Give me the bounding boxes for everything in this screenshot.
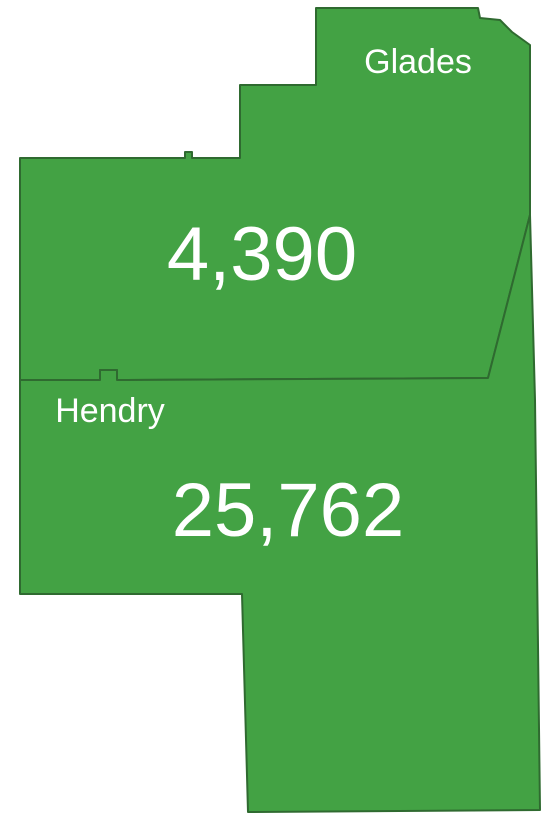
county-hendry [19,214,541,813]
county-name: Hendry [55,392,165,430]
county-value: 25,762 [172,468,404,553]
county-name: Glades [364,43,472,81]
county-value: 4,390 [167,212,357,297]
